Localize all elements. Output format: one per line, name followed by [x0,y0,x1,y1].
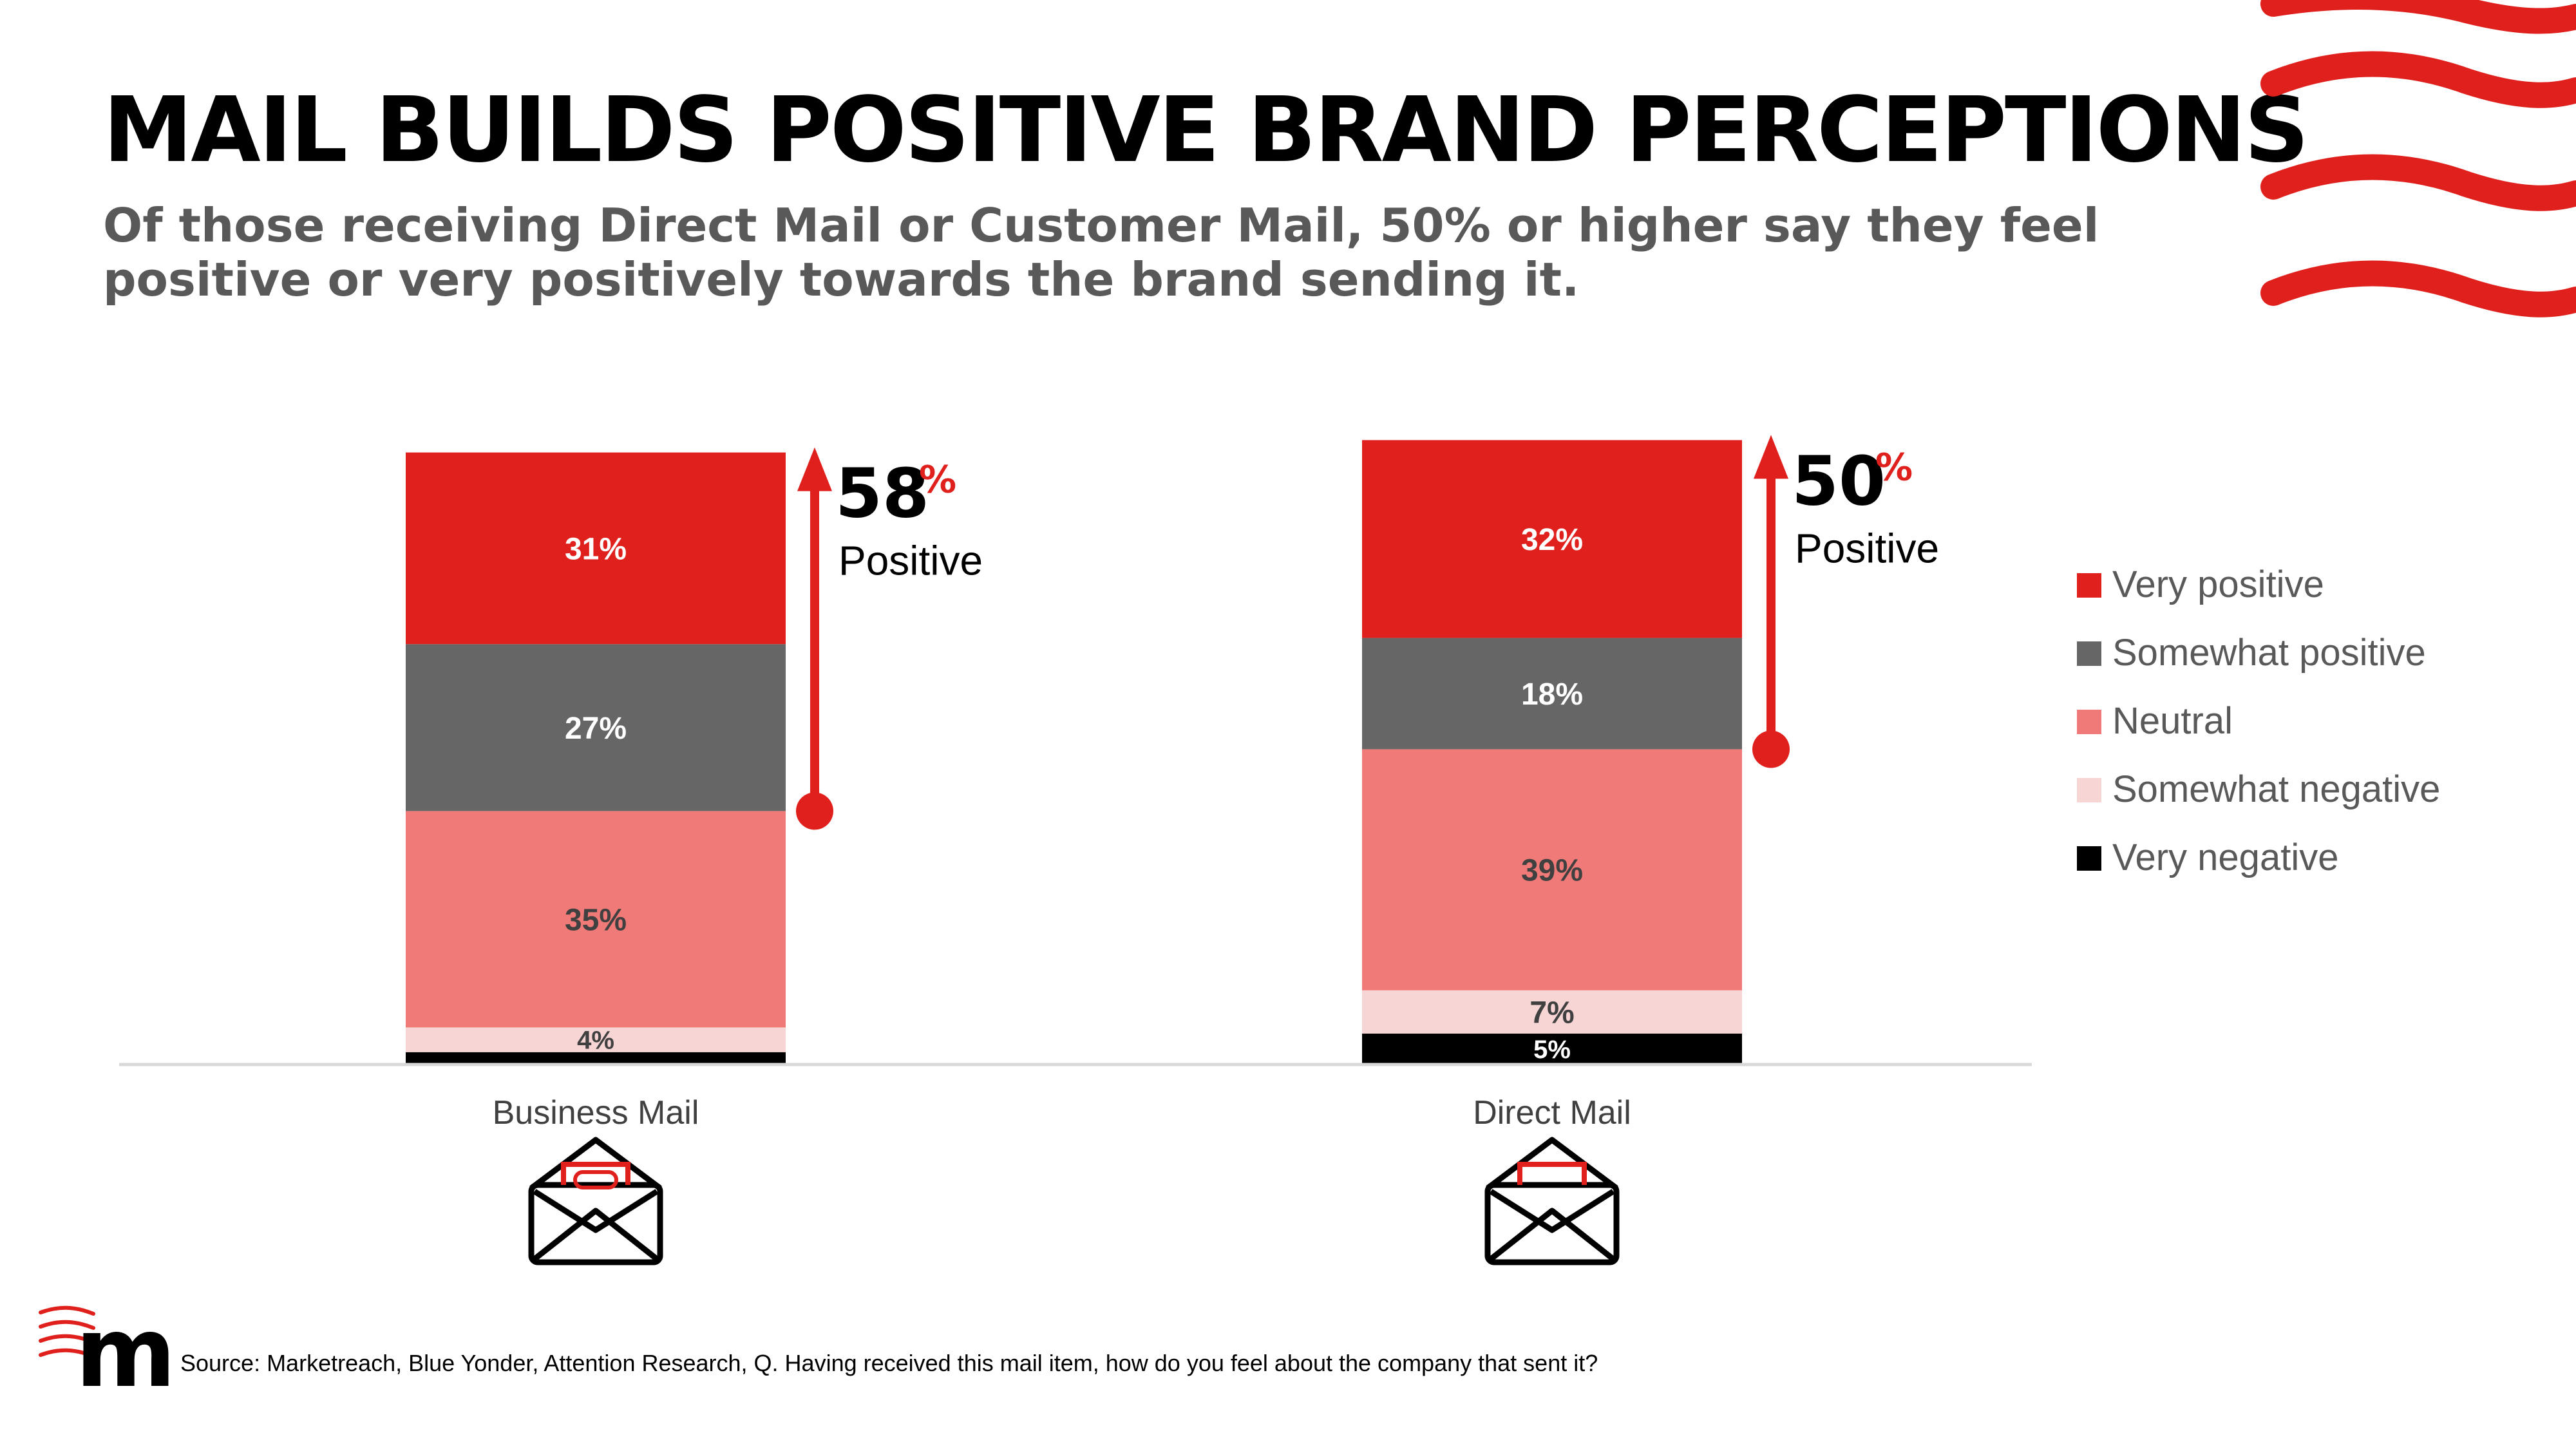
annotation-value: 50 [1792,442,1886,520]
bar-direct-mail-very-negative [1362,1034,1742,1065]
bar-business-mail-very-positive [406,452,786,645]
bar-direct-mail-very-positive [1362,440,1742,638]
category-label-direct-mail: Direct Mail [1473,1094,1631,1132]
legend-label: Somewhat negative [2112,768,2440,810]
data-label-direct-mail-very-negative: 5% [1533,1036,1571,1064]
bar-business-mail-somewhat-negative [406,1027,786,1052]
legend-label: Very negative [2112,837,2338,878]
wave-decoration-icon [2260,0,2576,317]
annotation-value: 58 [835,455,929,533]
bar-direct-mail-somewhat-negative [1362,990,1742,1034]
bar-business-mail-somewhat-positive [406,644,786,811]
positive-annotation-direct-mail: 50% Positive [1752,435,1939,768]
legend-item-neutral: Neutral [2077,700,2233,742]
annotation-dot-icon [796,792,833,830]
legend-label: Somewhat positive [2112,632,2426,674]
data-label-direct-mail-somewhat-positive: 18% [1521,677,1583,712]
legend-swatch [2077,710,2101,734]
bar-direct-mail-somewhat-positive [1362,638,1742,750]
bar-business-mail-neutral [406,811,786,1028]
logo-letter: m [75,1301,176,1397]
legend-item-somewhat-positive: Somewhat positive [2077,632,2426,674]
annotation-unit: % [919,458,956,502]
annotation-label: Positive [1795,525,1939,571]
legend-item-somewhat-negative: Somewhat negative [2077,768,2440,810]
legend-swatch [2077,846,2101,871]
legend-swatch [2077,573,2101,598]
envelope-paperclip-icon [528,1137,663,1265]
annotation-label: Positive [838,538,983,584]
legend-label: Very positive [2112,564,2324,605]
annotation-dot-icon [1752,730,1790,768]
annotation-arrowhead-icon [1754,435,1788,479]
envelope-letter-icon [1484,1137,1620,1265]
source-note: Source: Marketreach, Blue Yonder, Attent… [180,1350,1598,1376]
legend-swatch [2077,778,2101,802]
bar-business-mail-very-negative [406,1052,786,1065]
page-title: MAIL BUILDS POSITIVE BRAND PERCEPTIONS [103,78,2309,183]
brand-logo: m [39,1301,176,1397]
data-label-business-mail-neutral: 35% [565,903,627,937]
legend-label: Neutral [2112,700,2233,742]
data-label-direct-mail-neutral: 39% [1521,854,1583,888]
legend-item-very-negative: Very negative [2077,837,2338,878]
annotation-unit: % [1875,445,1913,489]
category-label-business-mail: Business Mail [493,1094,699,1132]
legend-swatch [2077,641,2101,666]
bar-direct-mail-neutral [1362,749,1742,990]
data-label-direct-mail-very-positive: 32% [1521,523,1583,557]
legend-item-very-positive: Very positive [2077,564,2324,605]
data-label-business-mail-somewhat-negative: 4% [577,1027,614,1055]
data-label-business-mail-somewhat-positive: 27% [565,712,627,746]
annotation-arrowhead-icon [797,447,832,491]
data-label-business-mail-very-positive: 31% [565,532,627,566]
data-label-direct-mail-somewhat-negative: 7% [1530,996,1574,1030]
positive-annotation-business-mail: 58% Positive [796,447,983,830]
page-subtitle: Of those receiving Direct Mail or Custom… [103,198,2099,307]
